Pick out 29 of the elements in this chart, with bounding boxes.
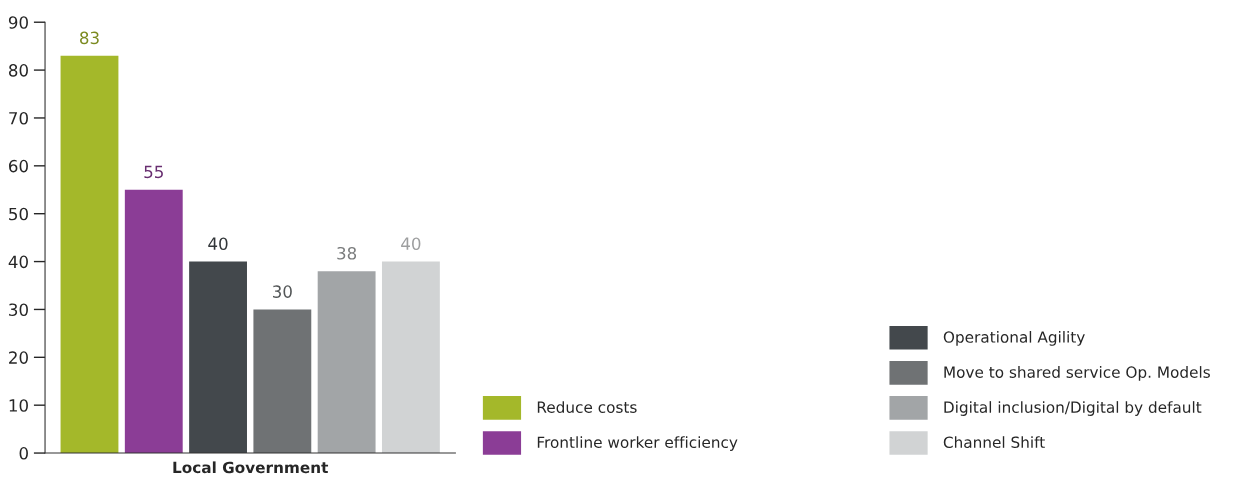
y-tick-label: 40 (8, 255, 28, 269)
y-tick-label: 20 (9, 351, 28, 364)
y-tick-label: 80 (8, 64, 28, 77)
legend-label: Channel Shift (943, 436, 1045, 449)
legend-label: Move to shared service Op. Models (944, 366, 1210, 381)
y-tick-label: 30 (9, 303, 28, 317)
data-label: 40 (401, 237, 421, 251)
data-label: 83 (80, 31, 99, 45)
legend-label: Frontline worker efficiency (537, 436, 738, 451)
bar (317, 271, 376, 454)
legend-label: Operational Agility (943, 331, 1085, 346)
y-tick-label: 50 (9, 207, 28, 221)
y-tick-label: 0 (19, 447, 28, 460)
x-tick-label: Local Government (173, 461, 329, 474)
data-label: 38 (337, 246, 357, 260)
legend-label: Digital inclusion/Digital by default (944, 401, 1202, 416)
y-tick-label: 10 (9, 399, 28, 412)
bar (189, 261, 247, 454)
bar (60, 55, 119, 454)
data-label: 30 (273, 285, 292, 298)
data-label: 40 (208, 237, 228, 251)
y-tick-label: 70 (9, 111, 28, 125)
bar (253, 309, 312, 454)
y-tick-label: 90 (8, 16, 28, 29)
data-label: 55 (144, 165, 163, 179)
y-tick-label: 60 (9, 159, 28, 173)
legend-label: Reduce costs (537, 401, 637, 413)
bar (381, 261, 440, 454)
bar (124, 189, 183, 454)
